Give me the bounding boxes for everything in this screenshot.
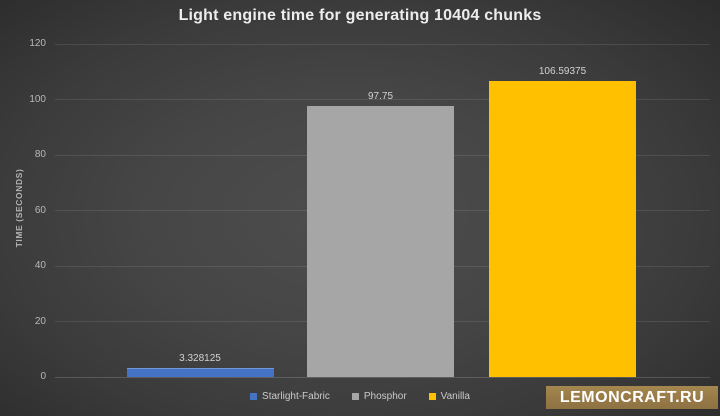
y-tick-label-40: 40 <box>34 260 46 271</box>
legend-swatch-vanilla <box>428 393 436 400</box>
plot-area: 3.328125 97.75 106.59375 <box>55 43 710 378</box>
bar-vanilla <box>489 81 636 377</box>
bar-phosphor <box>307 105 454 377</box>
bar-starlight-fabric <box>126 367 274 377</box>
legend-item-vanilla: Vanilla <box>428 391 470 402</box>
chart-legend: Starlight-Fabric Phosphor Vanilla <box>0 390 720 403</box>
value-label-vanilla: 106.59375 <box>538 66 587 78</box>
chart-title: Light engine time for generating 10404 c… <box>178 7 542 24</box>
y-tick-label-100: 100 <box>29 93 46 105</box>
legend-item-starlight-fabric: Starlight-Fabric <box>250 391 330 402</box>
watermark-lemoncraft: LEMONCRAFT.RU <box>546 386 718 409</box>
y-tick-label-20: 20 <box>34 315 46 327</box>
y-tick-label-60: 60 <box>34 204 46 216</box>
legend-label-phosphor: Phosphor <box>363 391 407 402</box>
y-tick-label-0: 0 <box>40 371 46 382</box>
legend-item-phosphor: Phosphor <box>351 391 407 402</box>
value-label-phosphor: 97.75 <box>367 90 394 102</box>
gridline-y-120 <box>55 43 710 45</box>
legend-swatch-starlight-fabric <box>250 393 258 400</box>
y-tick-label-120: 120 <box>29 38 46 49</box>
y-tick-label-80: 80 <box>34 149 46 160</box>
legend-label-vanilla: Vanilla <box>440 391 470 402</box>
legend-label-starlight-fabric: Starlight-Fabric <box>262 391 330 402</box>
gridline-y-100 <box>55 99 710 100</box>
gridline-y-0 <box>55 376 710 378</box>
legend-swatch-phosphor <box>351 393 359 400</box>
value-label-starlight-fabric: 3.328125 <box>179 352 221 364</box>
